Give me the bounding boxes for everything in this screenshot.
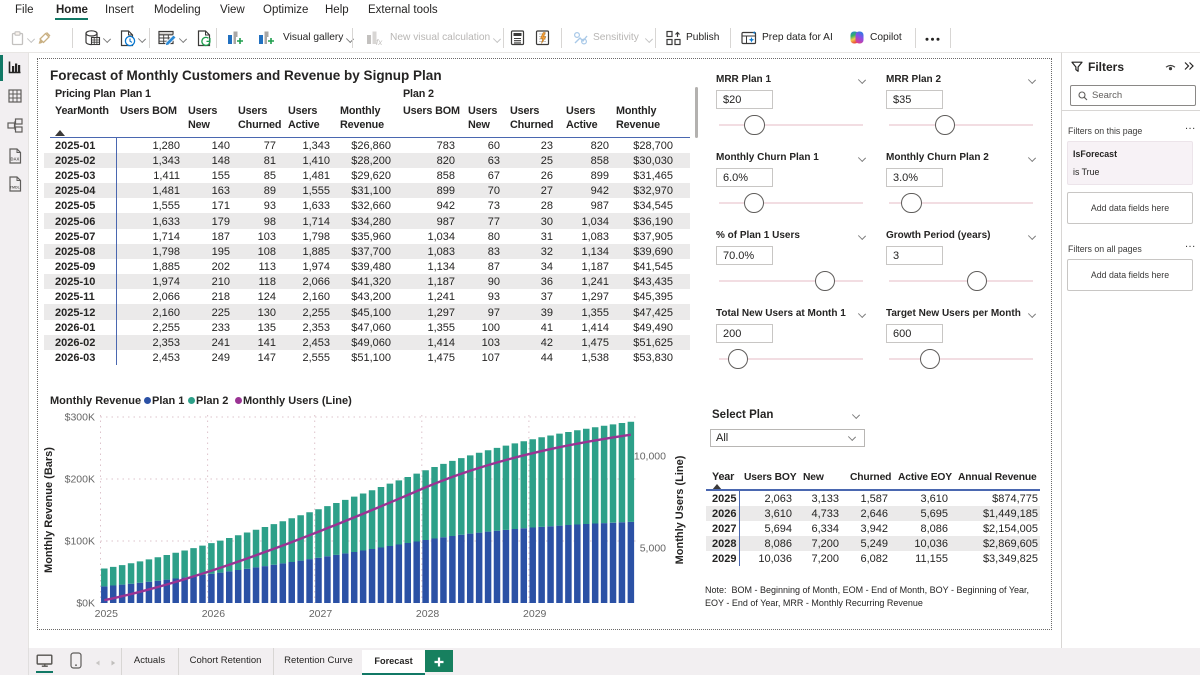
svg-text:2029: 2029 bbox=[523, 608, 547, 620]
svg-text:$100K: $100K bbox=[65, 536, 95, 548]
svg-text:fx: fx bbox=[376, 38, 383, 47]
svg-text:5,000: 5,000 bbox=[640, 543, 666, 555]
svg-text:$0K: $0K bbox=[76, 598, 95, 610]
svg-text:DAX: DAX bbox=[11, 157, 20, 162]
svg-text:2027: 2027 bbox=[309, 608, 333, 620]
svg-text:$200K: $200K bbox=[65, 474, 95, 486]
svg-text:2025: 2025 bbox=[95, 608, 119, 620]
svg-text:2028: 2028 bbox=[416, 608, 440, 620]
svg-text:10,000: 10,000 bbox=[634, 451, 666, 463]
svg-text:2026: 2026 bbox=[202, 608, 226, 620]
svg-text:Monthly Revenue (Bars): Monthly Revenue (Bars) bbox=[43, 447, 55, 573]
svg-text:TMDL: TMDL bbox=[10, 186, 21, 190]
svg-text:Monthly Users (Line): Monthly Users (Line) bbox=[674, 455, 686, 564]
svg-text:$300K: $300K bbox=[65, 412, 95, 424]
